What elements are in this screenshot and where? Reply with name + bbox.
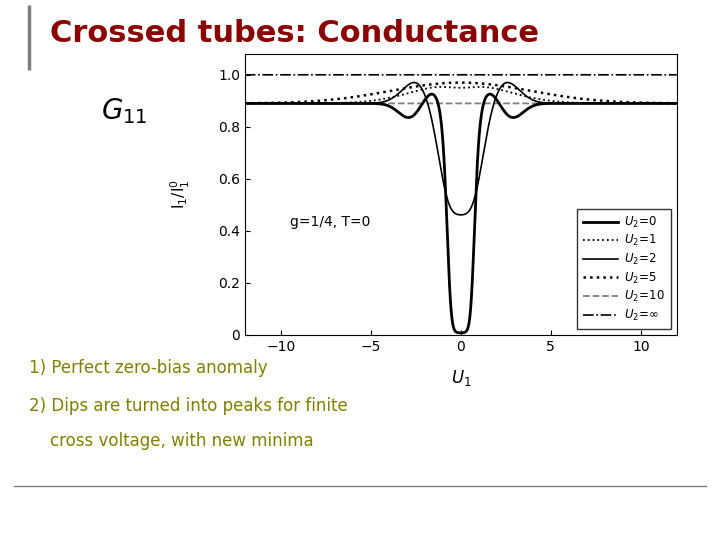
Text: $\mathit{G}_{11}$: $\mathit{G}_{11}$ <box>101 96 148 126</box>
Text: 1) Perfect zero-bias anomaly: 1) Perfect zero-bias anomaly <box>29 359 267 377</box>
Text: cross voltage, with new minima: cross voltage, with new minima <box>50 432 314 450</box>
Legend: $U_2\!=\!0$, $U_2\!=\!1$, $U_2\!=\!2$, $U_2\!=\!5$, $U_2\!=\!10$, $U_2\!=\!\inft: $U_2\!=\!0$, $U_2\!=\!1$, $U_2\!=\!2$, $… <box>577 209 671 329</box>
Text: $\mathregular{I_1/I_1^0}$: $\mathregular{I_1/I_1^0}$ <box>168 179 192 210</box>
Text: g=1/4, T=0: g=1/4, T=0 <box>289 214 370 228</box>
Text: 2) Dips are turned into peaks for finite: 2) Dips are turned into peaks for finite <box>29 397 348 415</box>
Text: Crossed tubes: Conductance: Crossed tubes: Conductance <box>50 19 539 48</box>
Text: $U_1$: $U_1$ <box>451 368 471 388</box>
